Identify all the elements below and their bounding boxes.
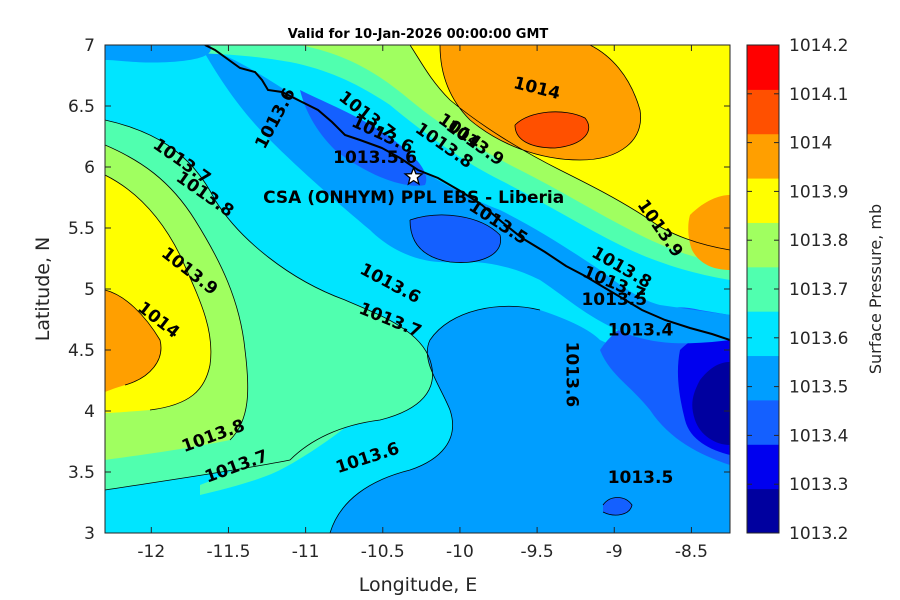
band-1013.2-southeast — [692, 361, 730, 445]
colorbar-segment — [747, 311, 779, 357]
contour-lines — [105, 45, 730, 533]
colorbar — [746, 44, 780, 534]
x-tick-label: -9.5 — [521, 542, 554, 562]
contour-label: 1013.5 — [608, 468, 674, 488]
x-axis-label: Longitude, E — [359, 574, 478, 596]
station-star-icon — [403, 165, 424, 186]
colorbar-tick-label: 1013.6 — [789, 329, 848, 349]
band-1014-east — [688, 195, 730, 270]
x-axis-ticks: -12 -11.5 -11 -10.5 -10 -9.5 -9 -8.5 — [137, 45, 708, 562]
y-tick-label: 3 — [84, 524, 95, 544]
colorbar-ticks: 1013.2 1013.3 1013.4 1013.5 1013.6 1013.7 1013… — [747, 36, 848, 544]
y-tick-label: 5 — [84, 280, 95, 300]
plot-area — [105, 45, 730, 533]
colorbar-segment — [747, 444, 779, 490]
colorbar-tick-label: 1013.7 — [789, 280, 848, 300]
contour-label: 1013.5.6 — [333, 148, 417, 168]
y-tick-label: 6 — [84, 158, 95, 178]
colorbar-tick-label: 1013.8 — [789, 231, 848, 251]
colorbar-tick-label: 1013.9 — [789, 182, 848, 202]
colorbar-segment — [747, 45, 779, 90]
band-1013.4-blob-center — [410, 215, 501, 263]
colorbar-segment — [747, 133, 779, 179]
band-1013.4-coast — [300, 90, 427, 186]
x-tick-label: -11 — [292, 542, 320, 562]
station-label: CSA (ONHYM) PPL EBS - Liberia — [263, 188, 564, 208]
colorbar-segment — [747, 222, 779, 268]
x-tick-label: -8.5 — [675, 542, 708, 562]
band-1013.5-northwest — [105, 45, 211, 63]
y-axis-label: Latitude, N — [32, 237, 54, 342]
x-tick-label: -9 — [606, 542, 623, 562]
x-tick-label: -10.5 — [361, 542, 405, 562]
x-tick-label: -12 — [137, 542, 165, 562]
y-axis-ticks: 3 3.5 4 4.5 5 5.5 6 6.5 7 — [68, 36, 730, 544]
band-1013.7-south — [200, 395, 357, 495]
band-1014-west — [105, 290, 161, 392]
y-tick-label: 6.5 — [68, 97, 95, 117]
colorbar-segment — [747, 355, 779, 401]
band-1014.1-north — [515, 111, 589, 148]
y-tick-label: 7 — [84, 36, 95, 56]
contour-label: 1013.6 — [562, 342, 582, 408]
station-marker: CSA (ONHYM) PPL EBS - Liberia — [263, 165, 564, 208]
y-tick-label: 5.5 — [68, 219, 95, 239]
colorbar-tick-label: 1014 — [789, 134, 832, 154]
colorbar-segment — [747, 178, 779, 223]
coastline — [204, 45, 730, 341]
x-tick-label: -10 — [446, 542, 474, 562]
colorbar-segment — [747, 488, 779, 534]
band-1013.4-blob — [603, 497, 632, 516]
contour-label: 1013.5 — [581, 290, 647, 310]
y-tick-label: 3.5 — [68, 463, 95, 483]
colorbar-segment — [747, 89, 779, 135]
colorbar-tick-label: 1014.1 — [789, 85, 848, 105]
y-tick-label: 4.5 — [68, 341, 95, 361]
y-tick-label: 4 — [84, 402, 95, 422]
contour-label: 1013.4 — [608, 320, 674, 340]
band-1014-north — [440, 45, 641, 160]
colorbar-tick-label: 1014.2 — [789, 36, 848, 56]
colorbar-tick-label: 1013.2 — [789, 524, 848, 544]
colorbar-segment — [747, 399, 779, 445]
chart-title: Valid for 10-Jan-2026 00:00:00 GMT — [288, 27, 549, 42]
colorbar-segment — [747, 266, 779, 312]
colorbar-tick-label: 1013.3 — [789, 475, 848, 495]
x-tick-label: -11.5 — [206, 542, 250, 562]
colorbar-tick-label: 1013.5 — [789, 378, 848, 398]
colorbar-tick-label: 1013.4 — [789, 426, 848, 446]
colorbar-label: Surface Pressure, mb — [866, 204, 885, 374]
